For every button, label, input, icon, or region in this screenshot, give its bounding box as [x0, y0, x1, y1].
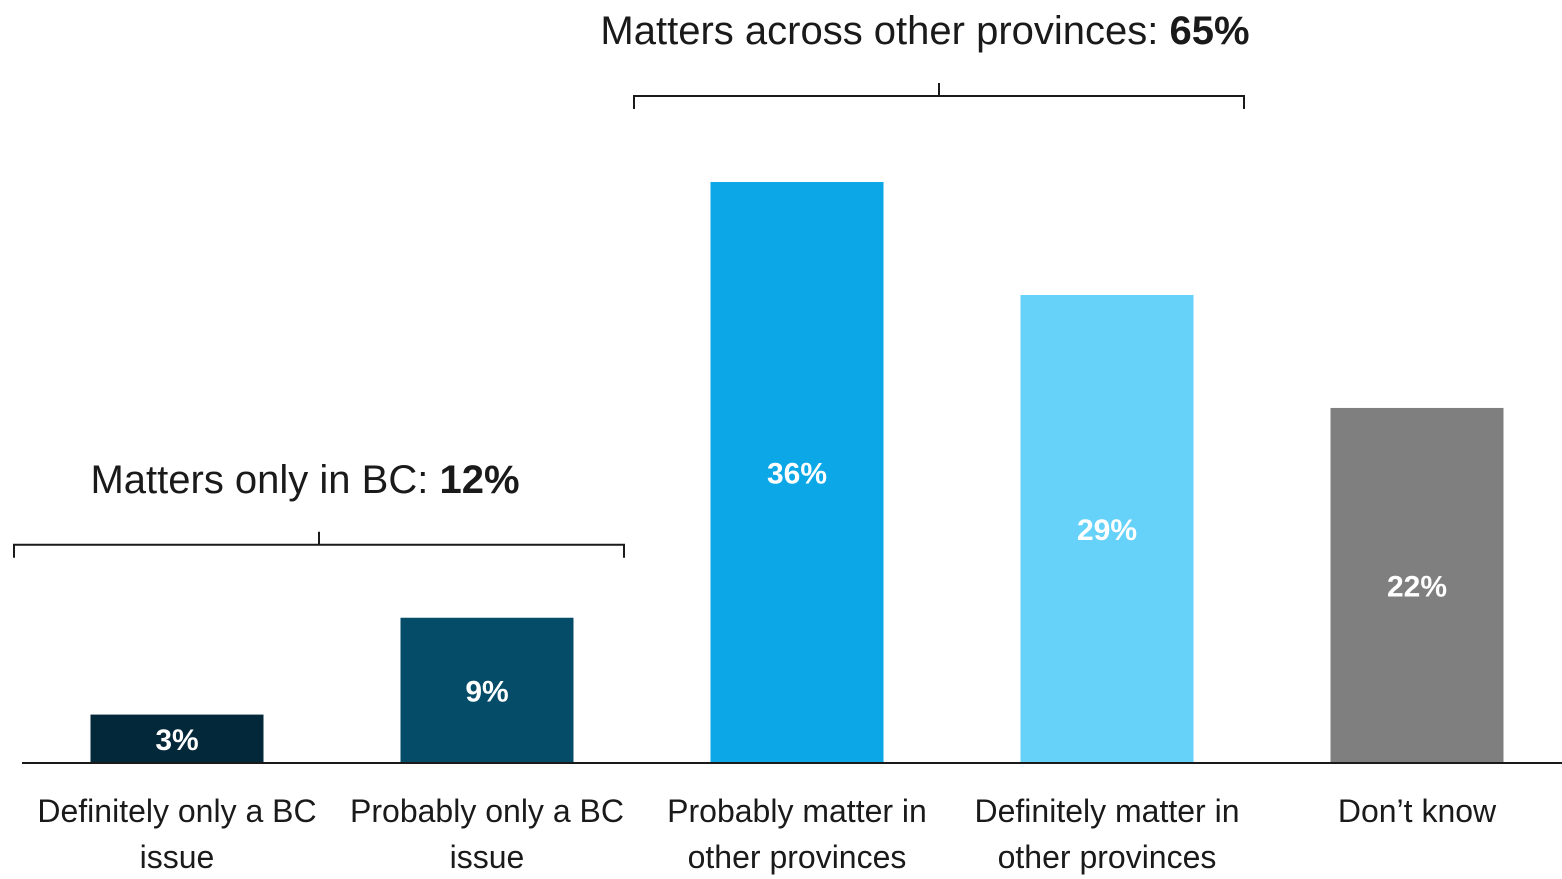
- bar: [1330, 407, 1504, 763]
- group-bracket: [13, 531, 625, 558]
- bar-value-label: 29%: [1077, 514, 1137, 547]
- category-labels: Definitely only a BC issue Probably only a…: [37, 793, 1497, 875]
- bar: [1020, 294, 1194, 763]
- category-label: Definitely matter in other provinces: [975, 793, 1240, 875]
- bar-value-label: 22%: [1387, 570, 1447, 603]
- bar-value-label: 36%: [767, 458, 827, 491]
- bar: [400, 617, 574, 763]
- bar: [90, 714, 264, 763]
- group-brackets: Matters only in BC: 12% Matters across ot…: [13, 9, 1250, 558]
- group-label: Matters across other provinces: 65%: [600, 9, 1249, 53]
- bar: [710, 182, 884, 763]
- bars: 3% 9% 36% 29% 22%: [90, 182, 1504, 763]
- category-label: Definitely only a BC issue: [37, 793, 316, 875]
- bar-value-label: 9%: [465, 675, 508, 708]
- group-label: Matters only in BC: 12%: [90, 458, 519, 502]
- category-label: Don’t know: [1338, 793, 1497, 829]
- category-label: Probably matter in other provinces: [667, 793, 927, 875]
- category-label: Probably only a BC issue: [350, 793, 624, 875]
- group-bracket: [633, 83, 1245, 109]
- bar-value-label: 3%: [155, 724, 198, 757]
